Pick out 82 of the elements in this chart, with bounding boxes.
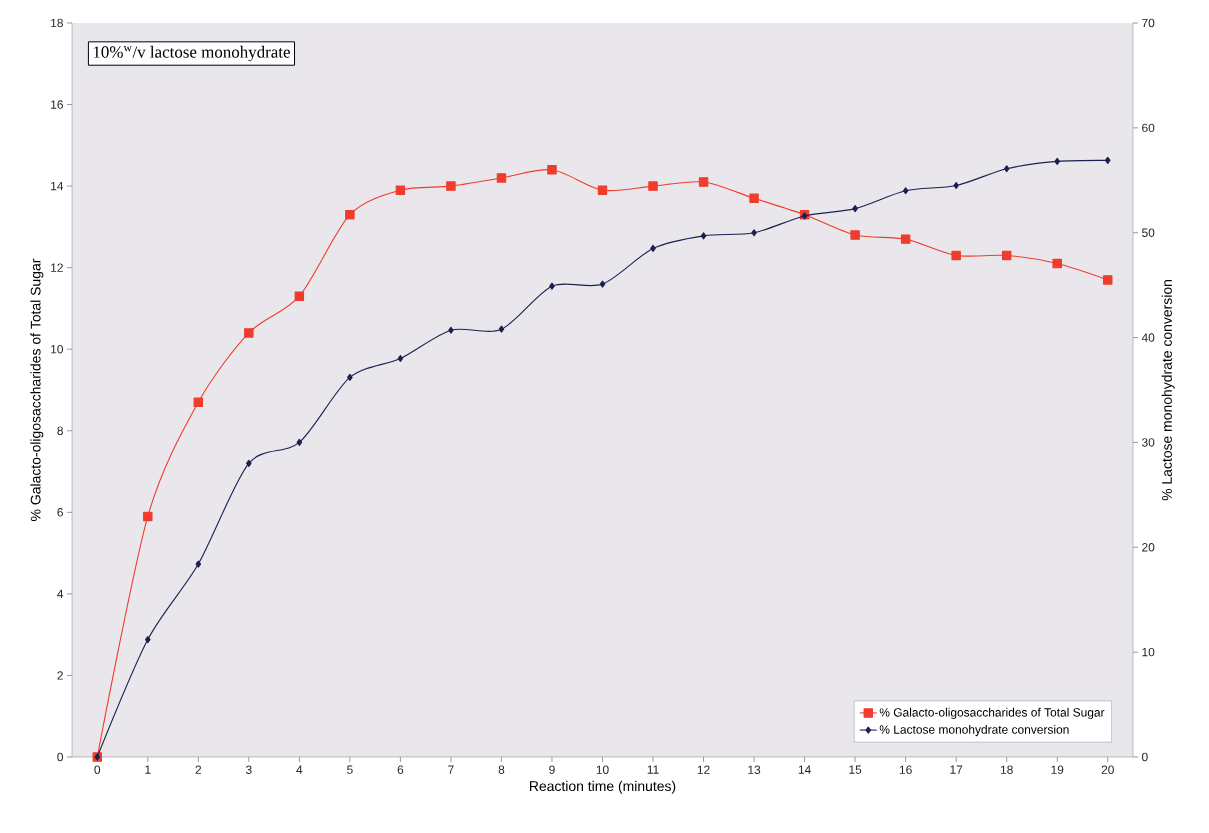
x-tick-label: 13 [748, 765, 761, 774]
y-tick-label: 2 [57, 671, 63, 680]
y-tick-label: 10 [51, 344, 64, 354]
point [144, 636, 151, 644]
point [345, 209, 355, 220]
point [448, 326, 454, 334]
point [294, 291, 305, 301]
x-tick-label: 3 [245, 765, 252, 774]
y2-tick-label: 30 [1141, 438, 1155, 447]
annotation: 10%$^{w}$/v lactose monohydrate [93, 45, 290, 62]
legend-label: % Galacto-oligosaccharides of Total Sugar [879, 707, 1105, 719]
y-tick-label: 18 [51, 18, 63, 28]
y2-tick-label: 0 [1141, 752, 1148, 762]
point [698, 177, 709, 187]
point [296, 438, 303, 446]
x-tick-label: 20 [1101, 765, 1114, 774]
x-tick-label: 1 [145, 765, 151, 774]
y2-tick-label: 40 [1141, 333, 1155, 342]
y2-tick-label: 20 [1142, 543, 1155, 552]
point [195, 560, 202, 568]
y2-tick-label: 60 [1142, 123, 1155, 133]
point [599, 280, 606, 288]
point [498, 325, 505, 333]
y-tick-label: 8 [57, 426, 63, 435]
point [648, 181, 658, 191]
x-tick-label: 19 [1051, 765, 1064, 774]
y2-tick-label: 10 [1142, 647, 1155, 657]
point [143, 511, 153, 522]
y-tick-label: 4 [57, 589, 64, 598]
x-tick-label: 6 [397, 765, 404, 774]
point [1052, 258, 1062, 269]
point [496, 173, 507, 183]
y-tick-label: 6 [57, 508, 63, 517]
point [597, 185, 608, 195]
point [246, 459, 252, 467]
x-tick-label: 12 [697, 765, 710, 774]
x-tick-label: 18 [1000, 765, 1013, 774]
point [650, 244, 656, 252]
point [902, 187, 909, 195]
point [749, 193, 759, 204]
point [244, 328, 254, 338]
point [397, 355, 404, 363]
x-tick-label: 11 [647, 765, 659, 774]
point [852, 205, 858, 213]
point [1054, 157, 1061, 165]
x-tick-label: 8 [498, 765, 505, 774]
y-tick-label: 16 [51, 100, 63, 109]
x-tick-label: 9 [549, 765, 555, 774]
point [446, 181, 456, 191]
x-tick-label: 14 [798, 765, 811, 774]
x-tick-label: 16 [899, 765, 912, 774]
x-tick-label: 4 [296, 765, 303, 774]
point [900, 234, 911, 244]
y-tick-label: 0 [57, 752, 64, 762]
x-tick-label: 10 [596, 765, 609, 774]
point [347, 373, 353, 381]
point [547, 165, 557, 175]
x-tick-label: 5 [347, 765, 353, 774]
point [395, 185, 406, 195]
point [751, 229, 757, 237]
point [193, 397, 204, 407]
legend-label: % Lactose monohydrate conversion [879, 724, 1069, 737]
point [700, 232, 707, 240]
x-tick-label: 15 [849, 765, 862, 774]
y-tick-label: 14 [51, 182, 64, 191]
point [951, 250, 961, 261]
x-axis-title: Reaction time (minutes) [530, 780, 676, 794]
point [850, 230, 860, 240]
y-tick-label: 12 [51, 263, 63, 272]
point [1003, 165, 1010, 173]
y2-tick-label: 50 [1142, 228, 1155, 237]
y-axis-title: % Galacto-oligosaccharides of Total Sugar [30, 258, 44, 521]
point [1104, 156, 1111, 164]
y2-tick-label: 70 [1142, 18, 1155, 28]
x-tick-label: 7 [448, 765, 454, 774]
point [1001, 250, 1012, 261]
y2-axis-title: % Lactose monohydrate conversion [1161, 280, 1175, 501]
point [1103, 275, 1113, 285]
x-tick-label: 17 [950, 765, 963, 774]
x-tick-label: 2 [195, 765, 202, 774]
point [549, 282, 555, 290]
x-tick-label: 0 [94, 765, 101, 774]
